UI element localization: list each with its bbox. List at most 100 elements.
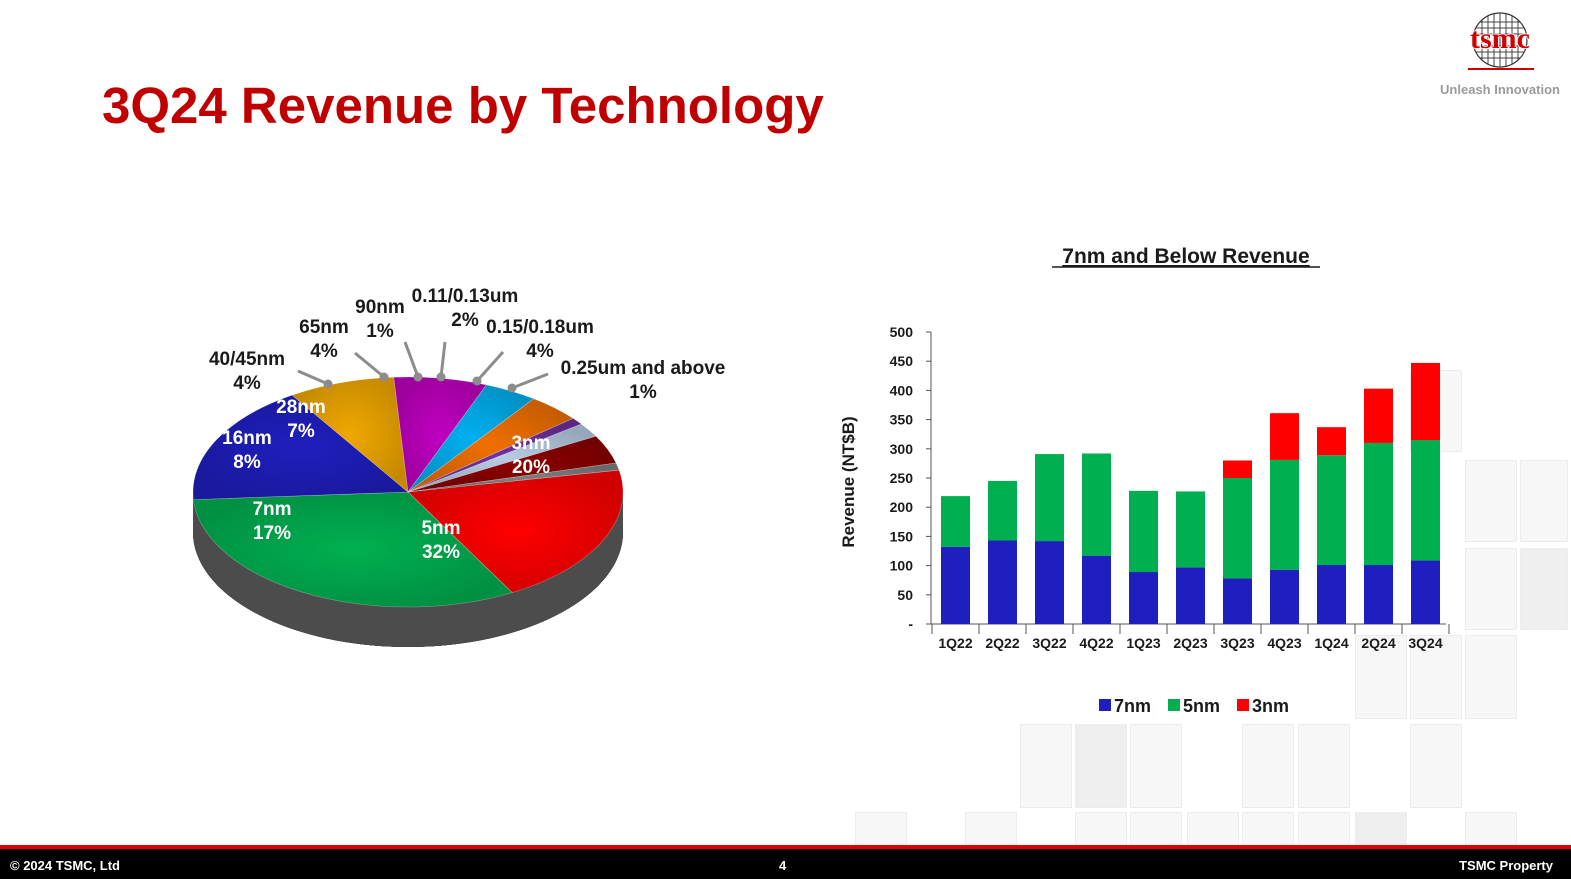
page-number: 4	[779, 858, 787, 873]
bar-3nm-2Q24	[1364, 388, 1393, 443]
x-tick-label: 1Q23	[1126, 635, 1160, 651]
pie-label-name: 0.15/0.18um	[486, 317, 594, 338]
legend-label: 5nm	[1183, 696, 1220, 716]
background-tile	[1410, 724, 1462, 808]
pie-slice-3nm	[407, 469, 624, 593]
pie-leader-line	[403, 341, 420, 378]
pie-label-name: 16nm	[222, 428, 272, 449]
bar-7nm-2Q22	[988, 540, 1017, 624]
y-tick-label: 150	[890, 528, 914, 544]
pie-slice-0-25um-and-above	[407, 462, 620, 493]
background-tile	[1410, 635, 1462, 719]
bar-5nm-4Q22	[1082, 453, 1111, 556]
pie-label-name: 5nm	[421, 518, 460, 539]
bar-5nm-2Q22	[988, 480, 1017, 541]
background-tile	[1130, 812, 1182, 846]
pie-slice-5nm	[193, 491, 513, 608]
background-tile	[1520, 460, 1568, 542]
bar-5nm-3Q22	[1035, 454, 1064, 542]
pie-chart: 3nm 20% 5nm 32% 7nm 17% 16nm 8% 28nm 7% 40/45nm 4% 6…	[192, 286, 725, 647]
legend-swatch-7nm	[1099, 699, 1111, 711]
background-tile	[1020, 724, 1072, 808]
pie-leader-dot	[413, 372, 423, 382]
legend-label: 7nm	[1114, 696, 1151, 716]
logo-wordmark: tsmc	[1470, 22, 1530, 55]
bar-7nm-3Q22	[1035, 541, 1064, 624]
background-tile	[1520, 548, 1568, 630]
bar-5nm-2Q24	[1364, 442, 1393, 566]
y-axis-label: Revenue (NT$B)	[839, 416, 858, 547]
bar-5nm-1Q23	[1129, 490, 1158, 573]
legend-swatch-5nm	[1168, 699, 1180, 711]
y-tick-label: 350	[890, 412, 914, 428]
x-tick-label: 1Q22	[938, 635, 972, 651]
x-tick-label: 4Q22	[1079, 635, 1113, 651]
pie-slice-65nm	[407, 398, 574, 493]
pie-label-pct: 1%	[629, 382, 657, 403]
bar-3nm-3Q23	[1223, 460, 1252, 478]
x-tick-label: 2Q23	[1173, 635, 1207, 651]
pie-label-pct: 17%	[253, 523, 291, 544]
bar-5nm-3Q23	[1223, 478, 1252, 579]
pie-label-name: 3nm	[511, 433, 550, 454]
pie-label-pct: 32%	[422, 542, 460, 563]
y-tick-label: 200	[890, 499, 914, 515]
bar-7nm-2Q23	[1176, 567, 1205, 624]
bar-7nm-1Q22	[941, 546, 970, 624]
bar-3nm-3Q24	[1411, 362, 1440, 441]
pie-slice-16nm	[291, 376, 409, 493]
page-title: 3Q24 Revenue by Technology	[102, 77, 824, 134]
y-tick-label: 500	[890, 324, 914, 340]
pie-label-name: 65nm	[299, 317, 349, 338]
footer-property: TSMC Property	[1459, 858, 1553, 873]
legend-swatch-3nm	[1237, 699, 1249, 711]
background-tile	[1242, 812, 1294, 846]
pie-label-name: 7nm	[252, 499, 291, 520]
pie-label-pct: 8%	[233, 452, 261, 473]
bar-7nm-4Q23	[1270, 569, 1299, 624]
pie-label-pct: 20%	[512, 457, 550, 478]
pie-leader-dot	[323, 379, 333, 389]
pie-slice-7nm	[192, 394, 409, 500]
bar-3nm-1Q24	[1317, 427, 1346, 456]
bar-7nm-4Q22	[1082, 555, 1111, 624]
pie-label-pct: 2%	[451, 310, 479, 331]
x-tick-label: 1Q24	[1314, 635, 1348, 651]
pie-label-pct: 1%	[366, 321, 394, 342]
pie-label-name: 40/45nm	[209, 349, 285, 370]
tagline: Unleash Innovation	[1440, 82, 1560, 97]
pie-leader-dot	[472, 376, 482, 386]
copyright: © 2024 TSMC, Ltd	[10, 858, 120, 873]
footer: © 2024 TSMC, Ltd 4 TSMC Property	[0, 849, 1571, 879]
pie-label-pct: 4%	[233, 373, 261, 394]
y-tick-label: 100	[890, 558, 914, 574]
bar-5nm-1Q22	[941, 496, 970, 547]
pie-leader-dot	[507, 383, 517, 393]
legend-label: 3nm	[1252, 696, 1289, 716]
pie-leader-line	[297, 369, 329, 386]
bar-chart: 7nm and Below Revenue - 50 100 150 200 250 300 3…	[839, 245, 1450, 716]
background-tile	[1242, 724, 1294, 808]
y-tick-label: 250	[890, 470, 914, 486]
background-tile	[1298, 724, 1350, 808]
pie-label-pct: 4%	[526, 341, 554, 362]
y-tick-label: 300	[890, 441, 914, 457]
background-tile	[1465, 548, 1517, 630]
background-tile	[1465, 635, 1517, 719]
bar-chart-title: 7nm and Below Revenue	[1062, 245, 1309, 268]
background-tile	[1075, 812, 1127, 846]
footer-divider	[0, 845, 1571, 849]
x-tick-label: 3Q22	[1032, 635, 1066, 651]
x-tick-label: 3Q23	[1220, 635, 1254, 651]
y-tick-label: -	[908, 616, 913, 632]
y-tick-label: 450	[890, 353, 914, 369]
bar-5nm-4Q23	[1270, 459, 1299, 570]
pie-leader-line	[475, 350, 505, 383]
pie-leader-dot	[436, 372, 446, 382]
pie-slice-90nm	[407, 418, 583, 493]
bar-7nm-1Q24	[1317, 565, 1346, 624]
x-tick-label: 4Q23	[1267, 635, 1301, 651]
bar-7nm-2Q24	[1364, 565, 1393, 624]
bar-7nm-3Q24	[1411, 560, 1440, 624]
